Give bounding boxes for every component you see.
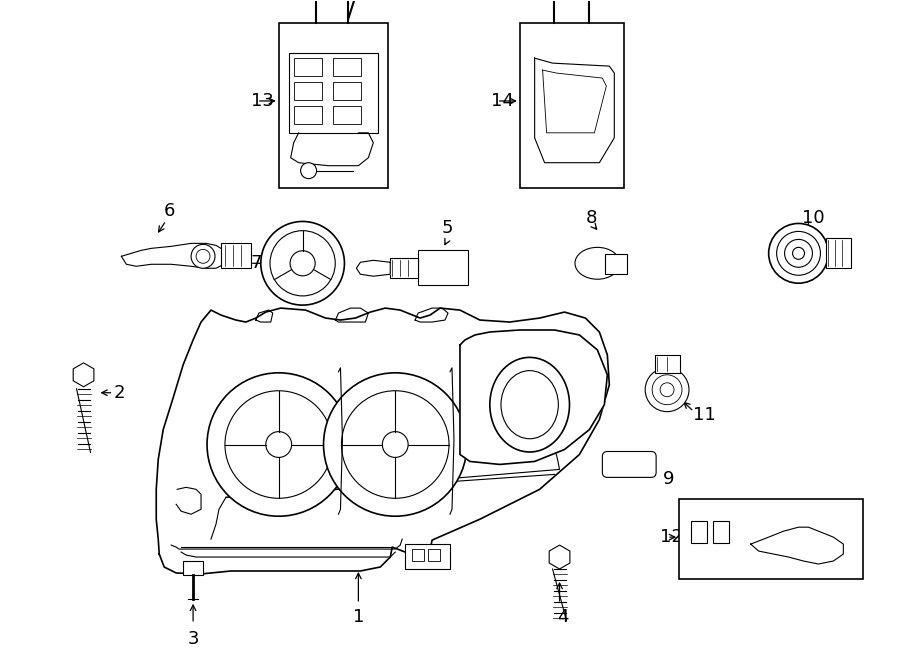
Bar	[334, 106, 362, 124]
Text: 11: 11	[693, 406, 716, 424]
Bar	[279, 23, 388, 188]
Bar	[428, 549, 440, 561]
Circle shape	[261, 221, 345, 305]
Circle shape	[769, 223, 828, 283]
Text: 3: 3	[187, 630, 199, 648]
Ellipse shape	[490, 358, 570, 452]
Bar	[826, 239, 851, 268]
Bar	[293, 58, 321, 76]
Circle shape	[323, 373, 467, 516]
Circle shape	[191, 245, 215, 268]
Bar	[412, 549, 424, 561]
Text: 13: 13	[251, 92, 274, 110]
Bar	[519, 23, 625, 188]
Bar	[713, 521, 729, 543]
Text: 5: 5	[441, 219, 453, 237]
Bar	[691, 521, 707, 543]
Text: 1: 1	[353, 608, 364, 626]
Bar	[405, 544, 450, 569]
Text: 8: 8	[586, 210, 597, 227]
Circle shape	[645, 368, 689, 412]
Bar	[418, 251, 468, 285]
Bar	[334, 58, 362, 76]
Polygon shape	[535, 58, 615, 163]
Bar	[391, 258, 419, 278]
Bar	[293, 106, 321, 124]
Polygon shape	[157, 308, 609, 574]
Bar	[289, 53, 378, 133]
Polygon shape	[460, 330, 608, 465]
Text: 6: 6	[164, 202, 175, 219]
Circle shape	[301, 163, 317, 178]
Text: 10: 10	[802, 210, 824, 227]
Text: 14: 14	[491, 92, 514, 110]
Bar	[334, 82, 362, 100]
Text: 4: 4	[557, 608, 568, 626]
Bar	[655, 355, 680, 373]
Ellipse shape	[575, 247, 620, 279]
Circle shape	[207, 373, 350, 516]
Text: 12: 12	[660, 528, 682, 546]
Bar	[183, 561, 203, 575]
Polygon shape	[122, 243, 226, 268]
Polygon shape	[751, 527, 843, 564]
Bar	[221, 243, 251, 268]
FancyBboxPatch shape	[602, 451, 656, 477]
Bar	[679, 499, 863, 579]
Text: 9: 9	[663, 471, 675, 488]
Text: 2: 2	[113, 384, 125, 402]
Polygon shape	[356, 260, 391, 276]
Text: 7: 7	[250, 254, 262, 272]
Bar	[293, 82, 321, 100]
Bar	[606, 254, 627, 274]
